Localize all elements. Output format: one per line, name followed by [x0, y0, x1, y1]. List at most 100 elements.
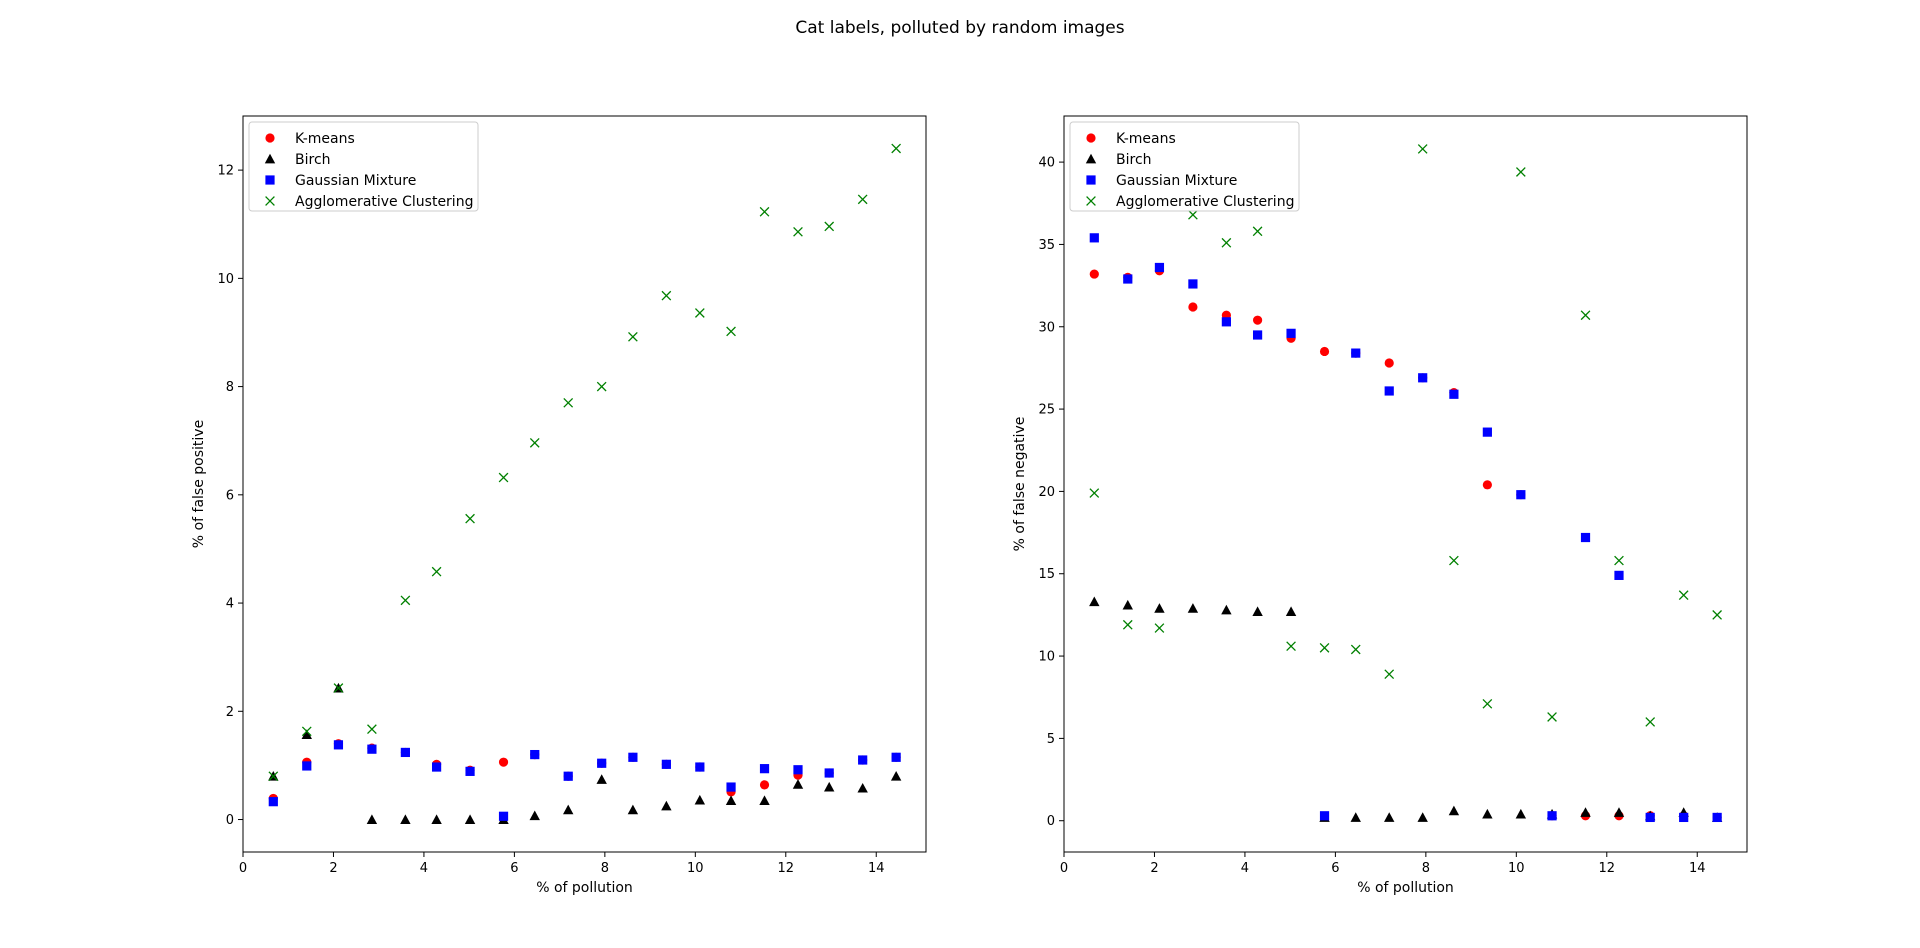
data-point: [596, 774, 607, 784]
data-point: [1252, 315, 1263, 325]
data-point: [464, 814, 476, 824]
legend-label: K-means: [295, 131, 355, 147]
y-tick-label: 15: [1038, 567, 1055, 582]
data-point: [1482, 480, 1492, 490]
data-point: [1351, 348, 1361, 358]
data-point: [1448, 805, 1460, 816]
data-point: [530, 749, 540, 760]
data-point: [1221, 237, 1232, 248]
legend-marker-gaussian-mixture: [265, 175, 275, 185]
legend-label: Agglomerative Clustering: [295, 194, 473, 210]
x-axis-label: % of pollution: [536, 880, 633, 896]
data-point: [759, 795, 770, 806]
legend-marker-agglomerative-clustering: [265, 196, 275, 206]
data-point: [596, 381, 607, 392]
data-point: [1122, 599, 1133, 610]
y-tick-label: 8: [226, 380, 234, 395]
y-axis-label: % of false positive: [191, 420, 207, 548]
legend-marker-birch: [1085, 153, 1097, 164]
x-tick-label: 6: [1331, 861, 1339, 876]
data-point: [333, 683, 344, 693]
data-point: [793, 226, 803, 237]
data-point: [759, 764, 770, 774]
legend-marker-agglomerative-clustering: [1086, 196, 1096, 206]
data-point: [1384, 812, 1395, 822]
data-point: [661, 290, 672, 301]
data-point: [891, 143, 902, 154]
data-point: [1482, 427, 1492, 437]
x-tick-label: 14: [868, 861, 885, 876]
legend: K-means Birch Gaussian Mixture Agglomerativ…: [1069, 121, 1300, 212]
x-tick-label: 14: [1689, 861, 1706, 876]
y-tick-label: 25: [1038, 403, 1055, 418]
data-point: [498, 811, 509, 821]
data-point: [1449, 389, 1459, 399]
data-point: [1089, 488, 1100, 498]
data-point: [1154, 623, 1165, 633]
data-point: [1678, 590, 1689, 601]
data-point: [1089, 233, 1099, 243]
data-point: [1123, 274, 1133, 284]
data-point: [726, 782, 736, 792]
data-point: [301, 729, 312, 739]
data-point: [1712, 610, 1723, 620]
y-tick-label: 4: [226, 597, 234, 612]
x-tick-label: 12: [1599, 861, 1616, 876]
y-tick-label: 40: [1038, 156, 1055, 171]
data-point: [1580, 310, 1591, 321]
data-point: [1188, 302, 1198, 312]
legend-marker-k-means: [1086, 133, 1096, 143]
data-point: [302, 761, 312, 771]
data-point: [695, 762, 705, 772]
data-point: [301, 726, 312, 737]
x-tick-label: 4: [1241, 861, 1249, 876]
data-point: [1319, 642, 1330, 653]
false-negative-chart: 0 2 4 6 8 10 12 14 0 5 10 15 20 25 30 35 40 % of pollutio…: [1012, 115, 1748, 896]
series-agglomerative-clustering: [268, 143, 902, 782]
data-point: [858, 755, 868, 765]
data-point: [1286, 641, 1296, 652]
y-tick-label: 0: [1047, 814, 1055, 829]
y-tick-label: 10: [1038, 650, 1055, 665]
data-point: [824, 221, 835, 232]
data-point: [1154, 262, 1165, 273]
data-point: [1614, 570, 1624, 580]
data-point: [431, 566, 442, 577]
series-gaussian-mixture: [268, 740, 901, 821]
y-tick-label: 6: [226, 488, 234, 503]
data-point: [792, 779, 804, 789]
legend-marker-birch: [264, 153, 276, 164]
data-point: [1516, 490, 1526, 500]
x-axis-label: % of pollution: [1357, 880, 1454, 896]
x-tick-label: 10: [687, 861, 704, 876]
data-point: [725, 795, 737, 806]
data-point: [824, 781, 835, 792]
axes-frame: [1063, 115, 1748, 853]
data-point: [1188, 209, 1198, 220]
data-point: [1350, 644, 1361, 655]
data-point: [268, 771, 279, 782]
data-point: [1515, 808, 1527, 819]
data-point: [1252, 606, 1263, 617]
data-point: [1221, 604, 1232, 615]
y-tick-label: 30: [1038, 320, 1055, 335]
data-point: [1187, 603, 1199, 613]
data-point: [1350, 812, 1361, 822]
legend: K-means Birch Gaussian Mixture Agglomerativ…: [248, 121, 479, 212]
data-point: [824, 768, 834, 778]
data-point: [400, 595, 411, 606]
data-point: [628, 331, 638, 342]
data-point: [400, 814, 411, 824]
y-tick-label: 5: [1047, 732, 1055, 747]
y-tick-label: 35: [1038, 238, 1055, 253]
y-axis-label: % of false negative: [1012, 417, 1028, 552]
data-point: [1252, 226, 1263, 237]
data-point: [1614, 555, 1624, 566]
data-point: [726, 326, 736, 337]
data-point: [1645, 812, 1655, 823]
data-point: [1384, 386, 1394, 396]
data-point: [793, 765, 803, 775]
data-point: [694, 308, 705, 318]
data-point: [1384, 358, 1394, 368]
legend-label: Gaussian Mixture: [295, 173, 416, 189]
